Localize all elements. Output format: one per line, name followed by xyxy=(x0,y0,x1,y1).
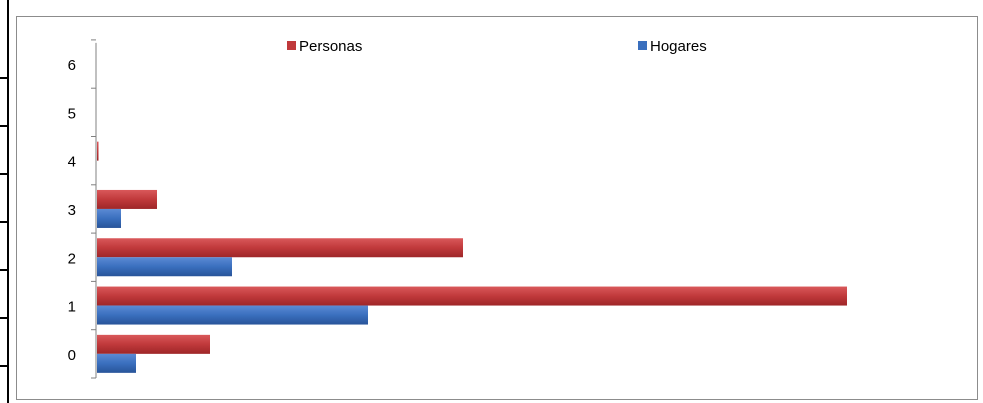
bar-hogares-0 xyxy=(97,353,136,373)
bar-personas-2 xyxy=(97,238,463,258)
bar-hogares-3 xyxy=(97,208,121,228)
bar-hogares-2 xyxy=(97,257,232,277)
bar-personas-0 xyxy=(97,334,210,354)
left-edge-rules xyxy=(0,0,9,403)
plot-area: 0 1 2 3 4 5 6 xyxy=(68,39,847,379)
y-tick-label: 6 xyxy=(68,57,76,74)
y-tick-label: 0 xyxy=(68,347,76,364)
y-tick-label: 3 xyxy=(68,202,76,219)
legend-swatch-personas xyxy=(287,41,296,50)
legend-label-personas: Personas xyxy=(299,38,362,55)
legend-label-hogares: Hogares xyxy=(650,38,707,55)
y-tick-label: 5 xyxy=(68,105,76,122)
y-tick-label: 4 xyxy=(68,154,76,171)
legend-swatch-hogares xyxy=(638,41,647,50)
bar-personas-3 xyxy=(97,189,157,209)
legend: Personas Hogares xyxy=(287,38,707,55)
y-tick-label: 1 xyxy=(68,299,76,316)
bar-hogares-1 xyxy=(97,305,368,325)
bar-personas-1 xyxy=(97,286,847,306)
bar-personas-4 xyxy=(97,141,99,161)
y-tick-label: 2 xyxy=(68,250,76,267)
